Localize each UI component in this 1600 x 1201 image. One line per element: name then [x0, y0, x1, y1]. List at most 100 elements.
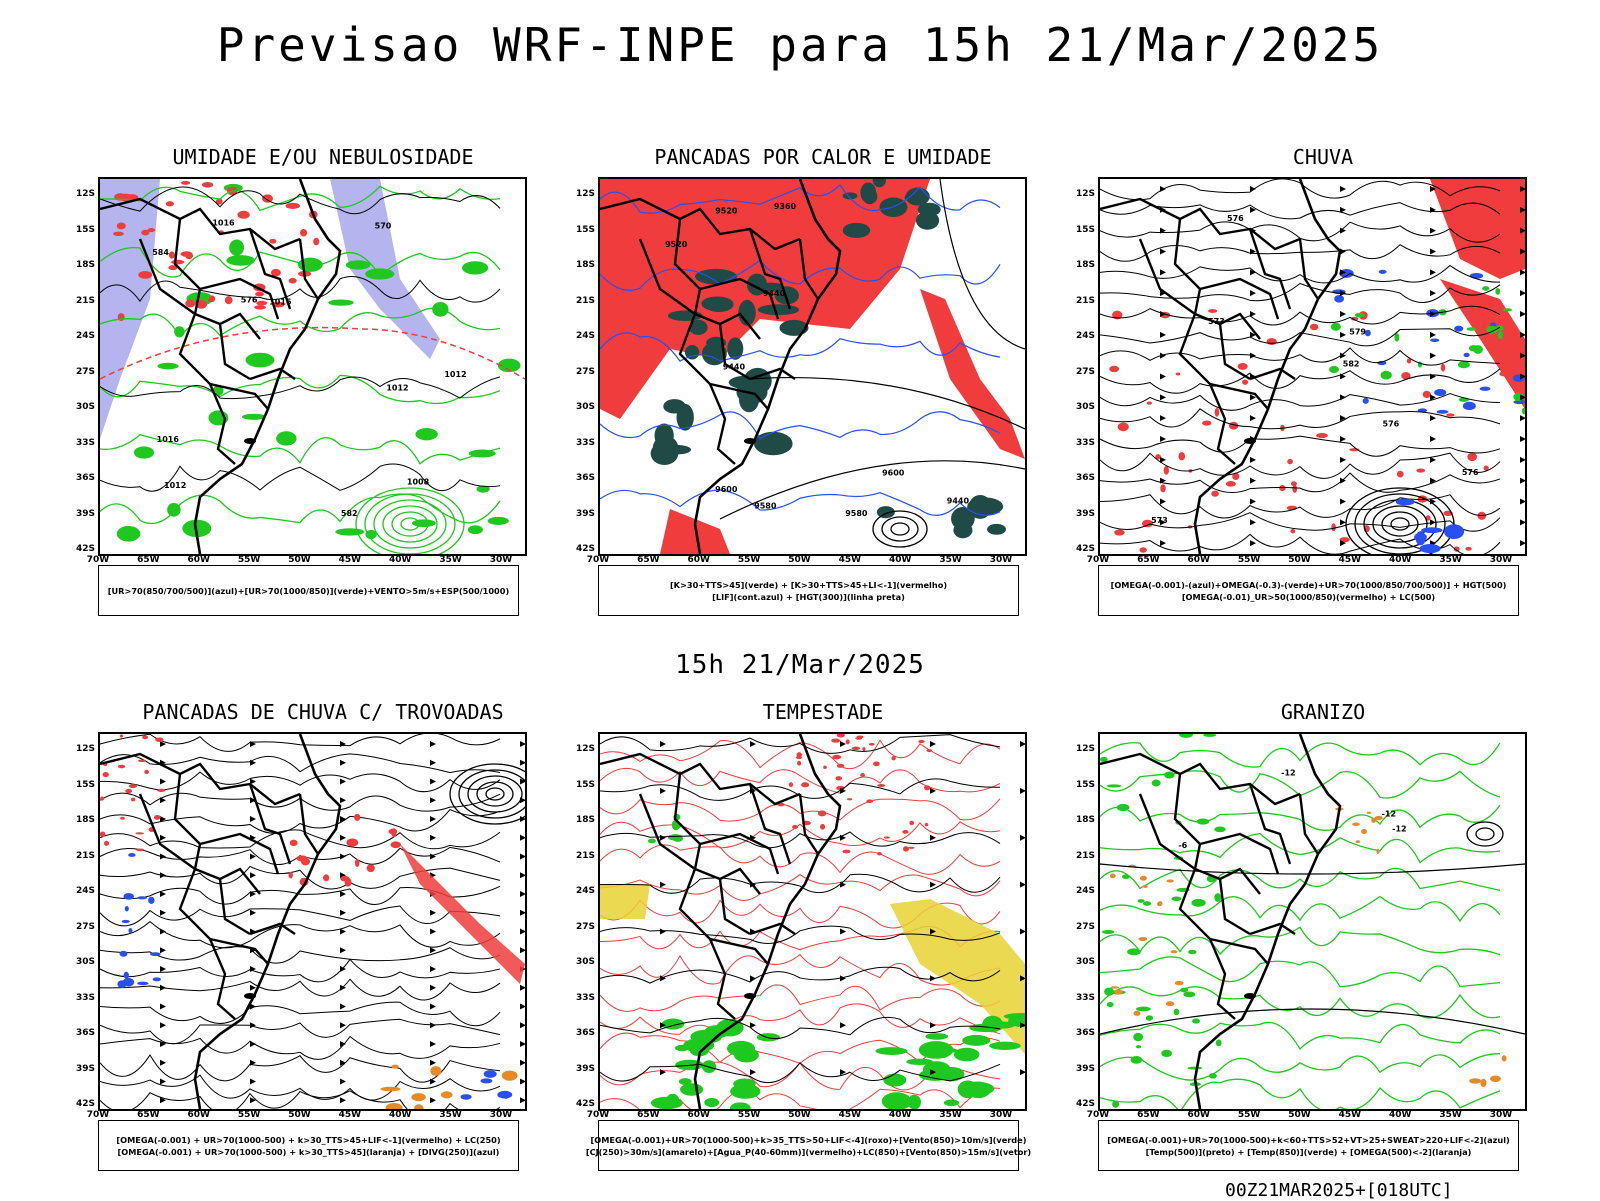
lon-tick-label: 40W	[1389, 1110, 1412, 1120]
lat-tick-label: 12S	[75, 744, 95, 754]
lat-tick-label: 36S	[75, 1028, 95, 1038]
lat-tick-label: 24S	[575, 331, 595, 341]
lat-tick-label: 30S	[575, 402, 595, 412]
panel-humidity: UMIDADE E/OU NEBULOSIDADE 1012 1012 1012 10…	[76, 145, 563, 616]
lon-tick-label: 55W	[1237, 555, 1261, 565]
lat-tick-label: 12S	[575, 744, 595, 754]
lat-tick-label: 33S	[1075, 437, 1095, 448]
lon-tick-label: 45W	[838, 555, 862, 565]
lat-tick-label: 42S	[1075, 544, 1095, 554]
lon-tick-label: 40W	[889, 555, 912, 565]
lon-tick-label: 70W	[86, 555, 110, 565]
lat-tick-label: 27S	[1075, 921, 1095, 932]
lat-tick-label: 24S	[575, 886, 595, 896]
lon-tick-label: 50W	[1288, 555, 1311, 565]
lon-tick-label: 40W	[389, 1110, 412, 1120]
panel-title: PANCADAS DE CHUVA C/ TROVOADAS	[142, 700, 504, 724]
lat-tick-label: 24S	[75, 331, 95, 341]
lon-tick-label: 60W	[687, 555, 710, 565]
map-thunderstorm-showers	[98, 732, 527, 1111]
lon-tick-label: 60W	[187, 555, 210, 565]
lat-tick-label: 18S	[75, 815, 95, 825]
svg-text:582: 582	[341, 509, 358, 518]
lat-tick-label: 15S	[1075, 224, 1095, 235]
svg-text:576: 576	[1383, 420, 1400, 429]
panel-title: GRANIZO	[1280, 700, 1366, 724]
lat-tick-label: 30S	[1075, 402, 1095, 412]
lat-tick-label: 12S	[575, 189, 595, 199]
lat-tick-label: 36S	[575, 1028, 595, 1038]
lat-tick-label: 39S	[75, 508, 95, 519]
lat-tick-label: 42S	[75, 1099, 95, 1109]
lon-tick-label: 65W	[137, 555, 160, 565]
lat-tick-label: 21S	[1075, 295, 1095, 306]
svg-text:9600: 9600	[715, 485, 738, 494]
legend-heat-showers: [K>30+TTS>45](verde) + [K>30+TTS>45+LI<-…	[598, 565, 1019, 616]
svg-text:584: 584	[152, 248, 169, 257]
lat-tick-label: 42S	[575, 1099, 595, 1109]
lon-tick-label: 60W	[687, 1110, 710, 1120]
lon-tick-label: 60W	[187, 1110, 210, 1120]
lat-tick-label: 27S	[75, 921, 95, 932]
lat-tick-label: 36S	[75, 473, 95, 483]
lat-tick-label: 18S	[575, 260, 595, 270]
panel-rain: CHUVA 573 576 576 573 576 579 582 [OMEGA(-0.00…	[1076, 145, 1563, 616]
lon-tick-label: 70W	[86, 1110, 110, 1120]
lon-tick-label: 45W	[1338, 555, 1362, 565]
map-hail: -12 -12 -12 -6	[1098, 732, 1527, 1111]
lat-tick-label: 18S	[1075, 815, 1095, 825]
lat-tick-label: 24S	[1075, 331, 1095, 341]
svg-text:1012: 1012	[164, 481, 186, 490]
legend-line: [OMEGA(-0.001) + UR>70(1000-500) + k>30_…	[117, 1146, 500, 1157]
lon-tick-label: 45W	[1338, 1110, 1362, 1120]
svg-text:573: 573	[1151, 516, 1168, 525]
lon-tick-label: 70W	[1086, 1110, 1110, 1120]
lat-tick-label: 18S	[75, 260, 95, 270]
panel-thunderstorm-showers: PANCADAS DE CHUVA C/ TROVOADAS [OMEGA(-0…	[76, 700, 563, 1171]
lon-tick-label: 65W	[637, 1110, 660, 1120]
lon-tick-label: 35W	[939, 1110, 962, 1120]
lat-tick-label: 39S	[575, 1063, 595, 1074]
legend-humidity: [UR>70(850/700/500)](azul)+[UR>70(1000/8…	[98, 565, 519, 616]
panel-storm: TEMPESTADE [OMEGA(-0.001)+UR>70(1000-500…	[576, 700, 1063, 1171]
svg-text:9360: 9360	[774, 202, 797, 211]
lon-tick-label: 40W	[389, 555, 412, 565]
lat-tick-label: 21S	[75, 295, 95, 306]
legend-storm: [OMEGA(-0.001)+UR>70(1000-500)+k>35_TTS>…	[586, 1120, 1031, 1171]
lat-tick-label: 15S	[75, 224, 95, 235]
lon-tick-label: 50W	[1288, 1110, 1311, 1120]
svg-text:-12: -12	[1392, 824, 1406, 833]
lon-tick-label: 50W	[288, 1110, 311, 1120]
legend-line: [LIF](cont.azul) + [HGT(300)](linha pret…	[712, 591, 905, 602]
panel-title: PANCADAS POR CALOR E UMIDADE	[654, 145, 992, 169]
lon-tick-label: 35W	[439, 555, 462, 565]
svg-text:9520: 9520	[715, 207, 738, 216]
svg-text:1016: 1016	[212, 218, 235, 227]
lat-tick-label: 27S	[575, 921, 595, 932]
lon-tick-label: 70W	[586, 555, 610, 565]
svg-text:-12: -12	[1382, 810, 1396, 819]
svg-text:1012: 1012	[444, 370, 466, 379]
svg-text:9580: 9580	[754, 502, 777, 511]
lat-tick-label: 39S	[575, 508, 595, 519]
lon-tick-label: 65W	[1137, 555, 1160, 565]
lat-tick-label: 33S	[75, 992, 95, 1003]
map-layer	[600, 734, 1025, 1109]
lon-tick-label: 45W	[338, 1110, 362, 1120]
legend-line: [OMEGA(-0.001)+UR>70(1000-500)+k>35_TTS>…	[590, 1134, 1027, 1145]
panel-heat-showers: PANCADAS POR CALOR E UMIDADE 9580 9580 960…	[576, 145, 1063, 616]
lon-tick-label: 35W	[439, 1110, 462, 1120]
lat-tick-label: 30S	[75, 957, 95, 967]
map-humidity: 1012 1012 1012 1016 1016 1008 1016 570 576 582 584	[98, 177, 527, 556]
lat-tick-label: 30S	[575, 957, 595, 967]
lon-tick-label: 65W	[637, 555, 660, 565]
lat-tick-label: 39S	[75, 1063, 95, 1074]
svg-text:9600: 9600	[882, 469, 905, 478]
lat-tick-label: 42S	[575, 544, 595, 554]
lon-tick-label: 45W	[838, 1110, 862, 1120]
svg-text:9580: 9580	[845, 509, 868, 518]
lon-tick-label: 30W	[989, 555, 1013, 565]
legend-line: [K>30+TTS>45](verde) + [K>30+TTS>45+LI<-…	[669, 579, 948, 590]
svg-text:1008: 1008	[407, 477, 430, 486]
